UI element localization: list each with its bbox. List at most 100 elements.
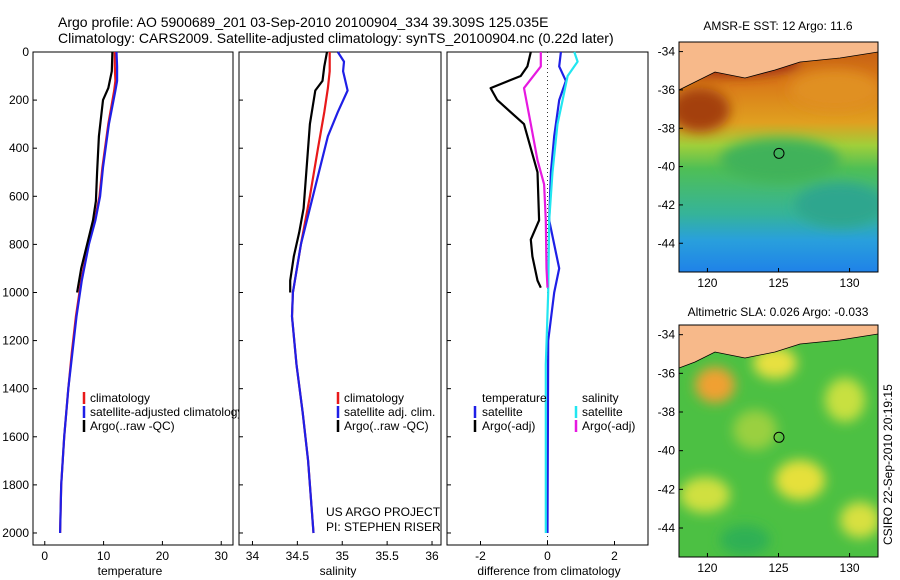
salinity-series-group [289, 51, 349, 534]
sst-land [679, 42, 878, 90]
figure-title-line2: Climatology: CARS2009. Satellite-adjuste… [58, 30, 614, 46]
credit-line2: PI: STEPHEN RISER [326, 520, 441, 534]
salinity-legend-argo: Argo(..raw -QC) [344, 419, 429, 433]
sst-argo-location-marker [773, 147, 785, 159]
x-tick-label: 34 [246, 549, 260, 563]
sst-orange-blob [790, 70, 878, 110]
sst-teal-blob [795, 183, 878, 227]
y-tick-label: 1000 [2, 285, 29, 299]
side-timestamp-label: CSIRO 22-Sep-2010 20:19:15 [881, 384, 895, 545]
series-line [76, 51, 114, 293]
series-line [289, 51, 329, 293]
sla-blob [695, 367, 735, 403]
map-y-tick-label: -42 [658, 198, 676, 212]
salinity-legend: climatology satellite adj. clim. Argo(..… [336, 391, 435, 433]
difference-legend-sal-satellite: satellite [582, 405, 623, 419]
y-tick-label: 400 [9, 141, 29, 155]
temperature-x-label: temperature [98, 564, 163, 578]
temperature-legend-argo: Argo(..raw -QC) [90, 419, 175, 433]
sla-tick-group: 120 125 130 -34 -36 -38 -40 -42 -44 [658, 328, 860, 575]
y-tick-label: 1800 [2, 478, 29, 492]
sla-coastline [679, 333, 878, 369]
sla-blob [825, 378, 865, 422]
map-x-tick-label: 130 [840, 276, 860, 290]
sla-blob [840, 502, 878, 538]
salinity-panel: 34 34.5 35 35.5 36 salinity climatology sate… [238, 51, 442, 578]
salinity-axes-box [238, 51, 442, 546]
y-tick-label: 200 [9, 93, 29, 107]
y-tick-label: 1400 [2, 382, 29, 396]
y-tick-label: 1200 [2, 334, 29, 348]
sst-map-panel: AMSR-E SST: 12 Argo: 11.6 120 125 130 -34 -3… [658, 19, 879, 290]
x-tick-label: 30 [215, 549, 229, 563]
sla-map-title: Altimetric SLA: 0.026 Argo: -0.033 [688, 305, 869, 319]
sla-blob [775, 460, 825, 500]
series-line [59, 51, 119, 534]
temperature-axes-box [32, 51, 234, 546]
sla-blob [733, 410, 777, 450]
difference-series-group [489, 51, 579, 545]
temperature-tick-group: 0 10 20 30 0 200 400 600 800 1000 1200 1400 1600 1800… [2, 45, 228, 563]
x-tick-label: -2 [475, 549, 486, 563]
sla-blob [753, 347, 797, 379]
x-tick-label: 2 [611, 549, 618, 563]
y-tick-label: 600 [9, 189, 29, 203]
map-x-tick-label: 130 [840, 561, 860, 575]
difference-legend-header-salinity: salinity [582, 391, 619, 405]
salinity-x-label: salinity [320, 564, 357, 578]
y-tick-label: 800 [9, 237, 29, 251]
salinity-legend-climatology: climatology [344, 391, 404, 405]
map-y-tick-label: -36 [658, 366, 676, 380]
map-x-tick-label: 120 [697, 561, 717, 575]
difference-panel: -2 0 2 difference from climatology tempera… [446, 51, 649, 578]
sla-map-panel: Altimetric SLA: 0.026 Argo: -0.033 120 12… [658, 305, 879, 575]
map-y-tick-label: -38 [658, 405, 676, 419]
series-line [544, 51, 579, 533]
x-tick-label: 0 [41, 549, 48, 563]
difference-legend-temp-argo: Argo(-adj) [482, 419, 535, 433]
sst-green-blob [720, 138, 840, 182]
series-line [489, 51, 542, 289]
map-y-tick-label: -44 [658, 236, 676, 250]
map-y-tick-label: -42 [658, 482, 676, 496]
x-tick-label: 35.5 [375, 549, 399, 563]
sla-argo-location-marker [773, 431, 785, 443]
sst-warm-patch [679, 88, 730, 132]
temperature-legend-satellite: satellite-adjusted climatology [90, 405, 243, 419]
map-y-tick-label: -40 [658, 444, 676, 458]
map-x-tick-label: 120 [697, 276, 717, 290]
x-tick-label: 20 [156, 549, 170, 563]
map-y-tick-label: -44 [658, 521, 676, 535]
sst-tick-group: 120 125 130 -34 -36 -38 -40 -42 -44 [658, 45, 860, 290]
x-tick-label: 0 [544, 549, 551, 563]
y-tick-label: 0 [22, 45, 29, 59]
y-tick-label: 1600 [2, 430, 29, 444]
map-x-tick-label: 125 [768, 276, 788, 290]
difference-legend-temp-satellite: satellite [482, 405, 523, 419]
y-tick-label: 2000 [2, 526, 29, 540]
figure-title-line1: Argo profile: AO 5900689_201 03-Sep-2010… [58, 14, 548, 30]
difference-tick-group: -2 0 2 [447, 51, 618, 563]
x-tick-label: 34.5 [286, 549, 310, 563]
map-x-tick-label: 125 [768, 561, 788, 575]
difference-legend-sal-argo: Argo(-adj) [582, 419, 635, 433]
temperature-series-group [59, 51, 119, 534]
temperature-legend-climatology: climatology [90, 391, 150, 405]
map-y-tick-label: -38 [658, 121, 676, 135]
difference-legend-header-temperature: temperature [482, 391, 547, 405]
map-y-tick-label: -36 [658, 83, 676, 97]
map-y-tick-label: -34 [658, 45, 676, 59]
series-line [290, 51, 349, 534]
series-line [522, 52, 549, 288]
x-tick-label: 35 [336, 549, 350, 563]
temperature-panel: 0 10 20 30 0 200 400 600 800 1000 1200 1400 1600 1800… [2, 45, 243, 578]
temperature-legend: climatology satellite-adjusted climatolo… [82, 391, 243, 433]
difference-legend: temperature salinity satellite Argo(-adj… [473, 391, 635, 433]
sla-blob [680, 477, 730, 513]
difference-x-label: difference from climatology [477, 564, 620, 578]
sla-blob [720, 525, 770, 555]
sla-land [679, 325, 878, 368]
sst-coastline [679, 51, 878, 91]
map-y-tick-label: -40 [658, 160, 676, 174]
